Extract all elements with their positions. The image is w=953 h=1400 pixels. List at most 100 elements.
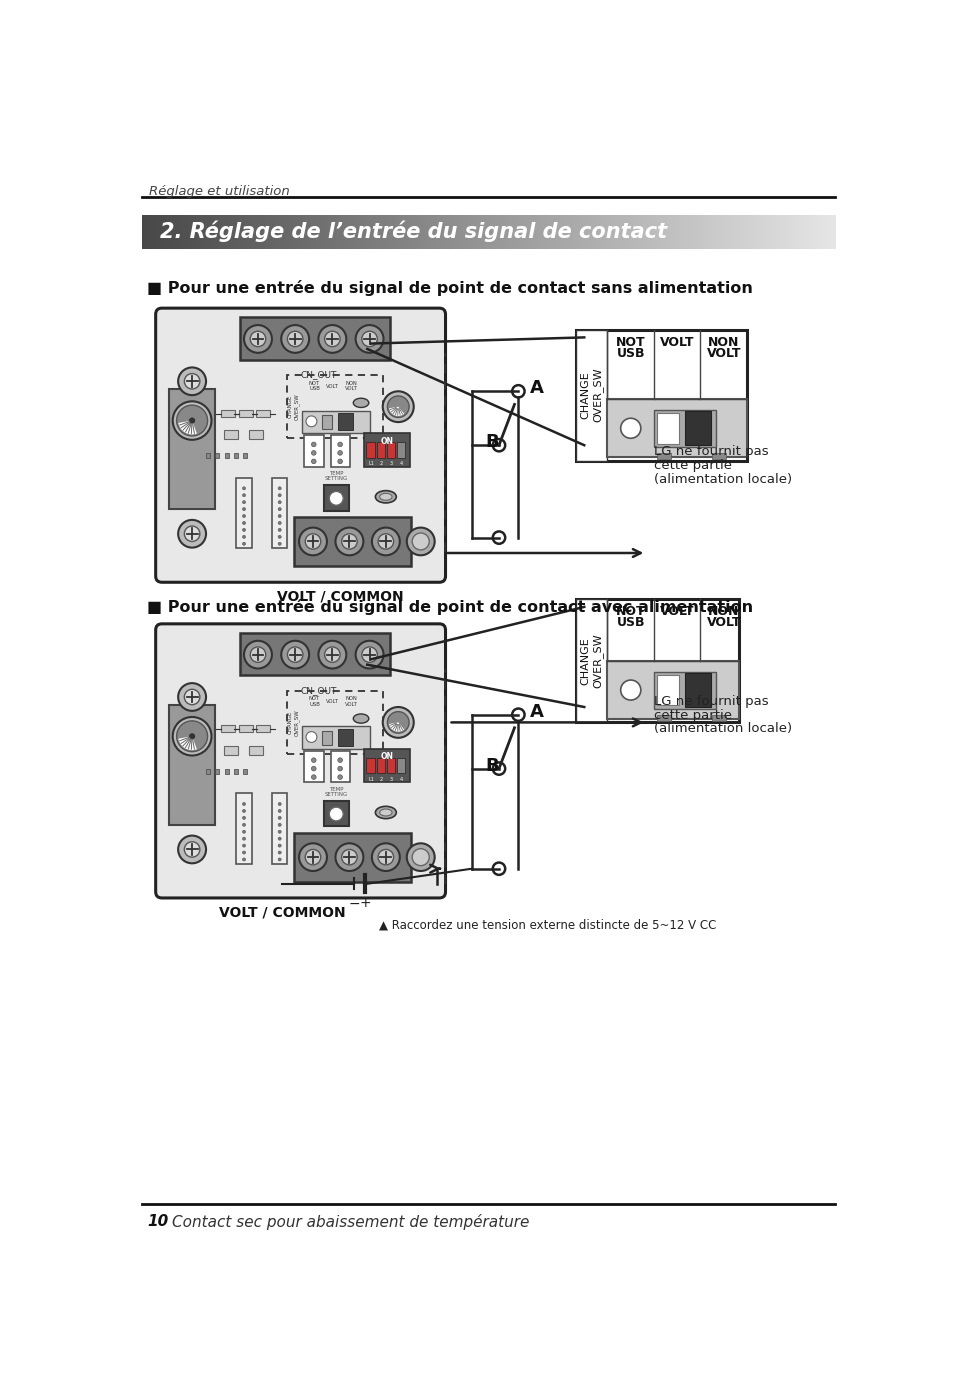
Bar [786, 216, 788, 249]
Bar [216, 216, 219, 249]
Circle shape [278, 521, 281, 525]
Bar [591, 216, 593, 249]
Bar [338, 216, 340, 249]
Bar [302, 727, 369, 749]
Bar [807, 216, 809, 249]
Bar [375, 216, 376, 249]
Bar [215, 216, 217, 249]
Circle shape [620, 680, 640, 700]
Text: 4: 4 [399, 462, 402, 466]
Bar [725, 216, 728, 249]
Wedge shape [389, 406, 404, 416]
Bar [208, 216, 211, 249]
Bar [632, 216, 635, 249]
Text: B: B [485, 433, 499, 451]
Bar [827, 216, 830, 249]
Bar [517, 216, 518, 249]
Bar [564, 216, 567, 249]
Bar [296, 216, 299, 249]
Bar [781, 216, 783, 249]
Bar [684, 216, 686, 249]
Bar [687, 216, 690, 249]
Bar [521, 216, 524, 249]
Circle shape [412, 533, 429, 550]
Circle shape [242, 487, 245, 490]
Bar [742, 216, 745, 249]
Bar [682, 216, 684, 249]
FancyBboxPatch shape [155, 308, 445, 582]
Circle shape [178, 367, 206, 395]
Circle shape [335, 843, 363, 871]
Text: NON
VOLT: NON VOLT [345, 696, 357, 707]
Bar [355, 216, 357, 249]
Circle shape [242, 528, 245, 532]
Bar [231, 216, 233, 249]
Text: NOT
USB: NOT USB [309, 696, 320, 707]
Bar [575, 216, 578, 249]
Bar [589, 216, 591, 249]
Bar [440, 216, 442, 249]
Bar [479, 216, 482, 249]
Bar [186, 216, 188, 249]
Circle shape [278, 837, 281, 840]
Circle shape [287, 332, 303, 347]
Bar [314, 216, 316, 249]
Circle shape [335, 528, 363, 556]
Bar [392, 216, 394, 249]
Bar [654, 410, 716, 447]
Bar [670, 216, 673, 249]
Bar [500, 216, 503, 249]
Bar [238, 725, 253, 732]
Bar [791, 216, 794, 249]
Bar [570, 216, 572, 249]
Bar [822, 216, 825, 249]
Bar [736, 216, 739, 249]
Bar [381, 216, 384, 249]
Bar [799, 216, 801, 249]
Bar [680, 216, 683, 249]
Bar [693, 216, 695, 249]
Bar [488, 216, 491, 249]
Text: 2: 2 [379, 777, 382, 783]
Circle shape [493, 440, 505, 451]
Circle shape [189, 734, 195, 739]
Bar [729, 216, 732, 249]
Bar [490, 216, 493, 249]
Bar [256, 725, 270, 732]
Circle shape [278, 542, 281, 546]
Bar [553, 216, 555, 249]
Bar [610, 216, 612, 249]
Bar [468, 216, 470, 249]
Bar [710, 216, 713, 249]
Bar [733, 216, 735, 249]
Bar [523, 216, 525, 249]
Bar [433, 216, 436, 249]
Bar [357, 216, 359, 249]
Bar [615, 216, 618, 249]
Bar [215, 454, 219, 458]
Bar [630, 216, 633, 249]
Bar [481, 216, 484, 249]
Circle shape [318, 641, 346, 669]
Bar [657, 714, 670, 721]
Bar [345, 216, 347, 249]
Text: cette partie: cette partie [654, 708, 731, 721]
Bar [172, 216, 174, 249]
Bar [741, 216, 743, 249]
Circle shape [305, 533, 320, 549]
Bar [150, 216, 152, 249]
Bar [517, 216, 520, 249]
Bar [689, 216, 692, 249]
Bar [720, 216, 722, 249]
Bar [598, 216, 600, 249]
Text: ■ Pour une entrée du signal de point de contact sans alimentation: ■ Pour une entrée du signal de point de … [147, 280, 752, 295]
Bar [619, 216, 622, 249]
Bar [254, 216, 257, 249]
Ellipse shape [353, 398, 369, 407]
Bar [447, 216, 450, 249]
Bar [160, 216, 162, 249]
Bar [390, 216, 393, 249]
Circle shape [189, 417, 195, 424]
Bar [554, 216, 557, 249]
Bar [205, 216, 207, 249]
